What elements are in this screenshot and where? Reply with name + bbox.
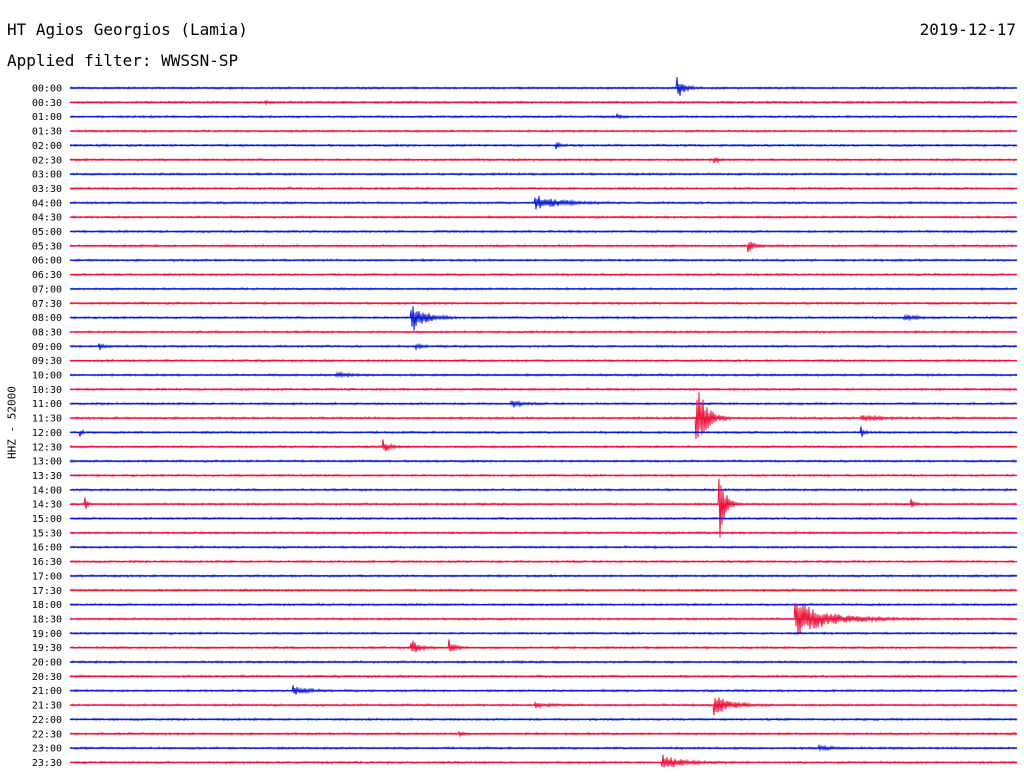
row-time-label: 01:00 bbox=[32, 112, 62, 123]
row-time-label: 04:00 bbox=[32, 198, 62, 209]
row-time-label: 14:30 bbox=[32, 500, 62, 511]
trace-line bbox=[69, 639, 1018, 653]
row-time-label: 09:30 bbox=[32, 356, 62, 367]
row-time-label: 22:30 bbox=[32, 729, 62, 740]
row-time-label: 02:00 bbox=[32, 141, 62, 152]
row-time-label: 07:30 bbox=[32, 299, 62, 310]
row-time-label: 23:00 bbox=[32, 744, 62, 755]
row-time-label: 06:30 bbox=[32, 270, 62, 281]
row-time-label: 22:00 bbox=[32, 715, 62, 726]
row-time-label: 05:00 bbox=[32, 227, 62, 238]
row-time-label: 08:00 bbox=[32, 313, 62, 324]
row-time-label: 11:30 bbox=[32, 414, 62, 425]
row-time-label: 17:00 bbox=[32, 571, 62, 582]
row-time-label: 05:30 bbox=[32, 241, 62, 252]
trace-line bbox=[69, 697, 1018, 716]
row-time-label: 16:00 bbox=[32, 543, 62, 554]
trace-line bbox=[69, 602, 1018, 634]
station-title: HT Agios Georgios (Lamia) bbox=[7, 20, 248, 39]
row-time-label: 12:30 bbox=[32, 442, 62, 453]
row-time-label: 13:00 bbox=[32, 457, 62, 468]
row-time-label: 20:00 bbox=[32, 658, 62, 669]
row-time-label: 13:30 bbox=[32, 471, 62, 482]
trace-line bbox=[69, 439, 1018, 452]
row-time-label: 19:30 bbox=[32, 643, 62, 654]
row-time-label: 21:00 bbox=[32, 686, 62, 697]
trace-line bbox=[69, 306, 1018, 331]
date-label: 2019-12-17 bbox=[919, 20, 1016, 39]
trace-line bbox=[69, 76, 1018, 96]
row-time-label: 00:00 bbox=[32, 84, 62, 95]
row-time-label: 19:00 bbox=[32, 629, 62, 640]
row-time-label: 14:00 bbox=[32, 485, 62, 496]
trace-line bbox=[69, 754, 1018, 768]
filter-label: Applied filter: WWSSN-SP bbox=[7, 51, 239, 70]
row-time-label: 00:30 bbox=[32, 98, 62, 109]
row-time-label: 09:00 bbox=[32, 342, 62, 353]
row-time-label: 12:00 bbox=[32, 428, 62, 439]
trace-line bbox=[69, 241, 1018, 253]
row-time-label: 02:30 bbox=[32, 155, 62, 166]
row-time-label: 15:30 bbox=[32, 528, 62, 539]
row-time-label: 16:30 bbox=[32, 557, 62, 568]
row-time-label: 18:30 bbox=[32, 614, 62, 625]
row-time-label: 23:30 bbox=[32, 758, 62, 769]
row-time-label: 17:30 bbox=[32, 586, 62, 597]
trace-line bbox=[69, 478, 1018, 538]
row-time-label: 07:00 bbox=[32, 284, 62, 295]
row-time-label: 08:30 bbox=[32, 327, 62, 338]
row-time-label: 10:00 bbox=[32, 371, 62, 382]
row-time-label: 06:00 bbox=[32, 256, 62, 267]
row-time-label: 01:30 bbox=[32, 127, 62, 138]
row-time-label: 10:30 bbox=[32, 385, 62, 396]
row-time-label: 15:00 bbox=[32, 514, 62, 525]
row-time-label: 11:00 bbox=[32, 399, 62, 410]
row-time-label: 18:00 bbox=[32, 600, 62, 611]
row-time-label: 03:00 bbox=[32, 170, 62, 181]
row-time-label: 21:30 bbox=[32, 701, 62, 712]
row-time-label: 20:30 bbox=[32, 672, 62, 683]
trace-line bbox=[69, 685, 1018, 695]
row-time-label: 04:30 bbox=[32, 213, 62, 224]
row-time-label: 03:30 bbox=[32, 184, 62, 195]
